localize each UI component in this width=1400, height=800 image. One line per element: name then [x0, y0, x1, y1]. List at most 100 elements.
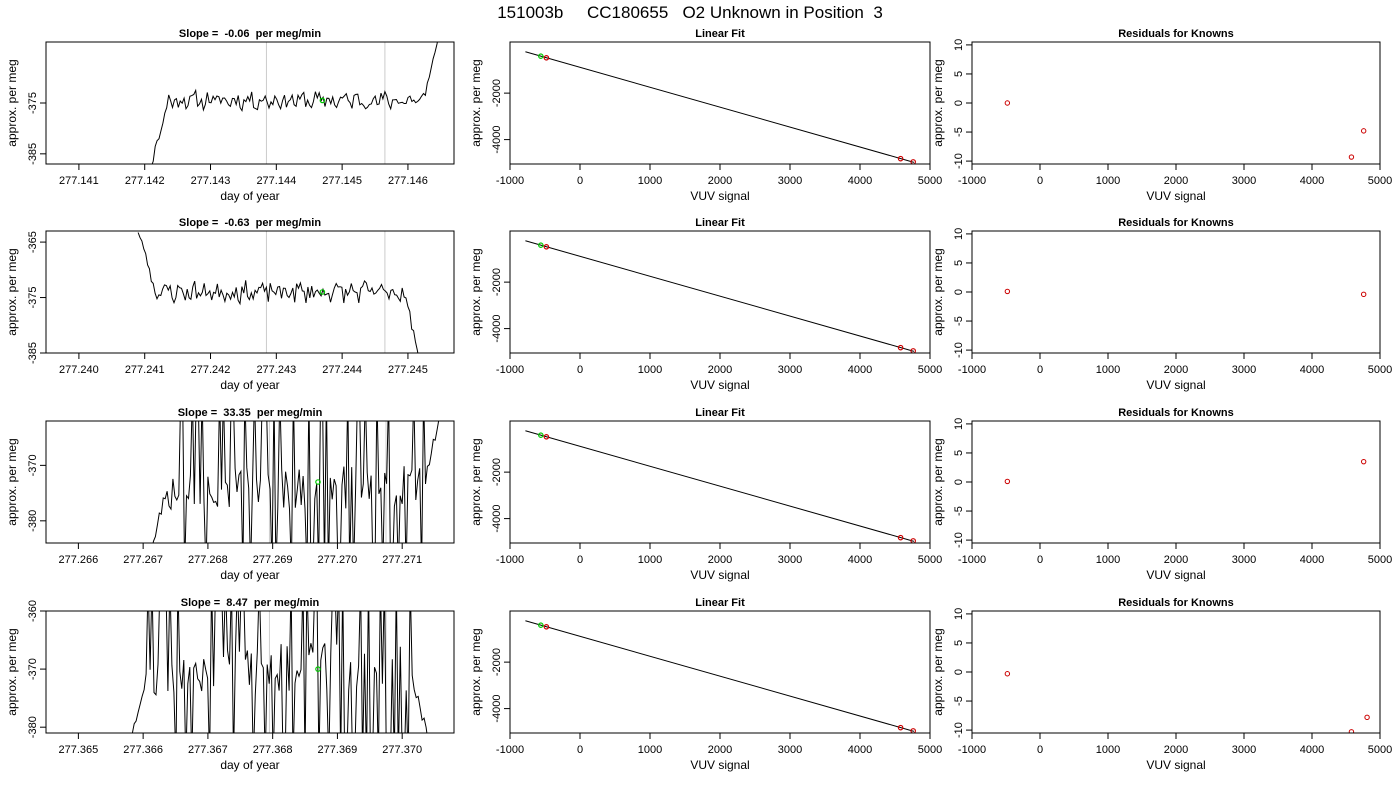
- x-tick-label: 3000: [778, 364, 802, 376]
- y-tick-label: -2000: [491, 268, 503, 296]
- x-tick-label: 5000: [1368, 554, 1392, 566]
- plot-area: [1004, 671, 1370, 733]
- x-tick-label: 277.243: [256, 364, 296, 376]
- x-tick-label: 0: [1037, 175, 1043, 187]
- residual-point: [1348, 154, 1355, 160]
- panel-title: Linear Fit: [695, 407, 745, 419]
- fit-line: [525, 620, 915, 732]
- x-axis-label: VUV signal: [690, 378, 749, 392]
- x-tick-label: 1000: [638, 175, 662, 187]
- plot-area: [152, 421, 440, 543]
- y-axis-label: approx. per meg: [5, 59, 19, 146]
- x-tick-label: 277.145: [322, 175, 362, 187]
- x-tick-label: -1000: [496, 364, 524, 376]
- x-tick-label: 4000: [1300, 175, 1324, 187]
- y-tick-label: -385: [27, 342, 39, 364]
- plot-area: [1004, 458, 1367, 485]
- x-tick-label: 5000: [1368, 364, 1392, 376]
- x-axis-label: VUV signal: [1146, 189, 1205, 203]
- x-axis-label: VUV signal: [1146, 758, 1205, 772]
- y-tick-label: 0: [953, 100, 965, 106]
- residual-point: [1364, 714, 1370, 721]
- panel-resid-2: Residuals for Knowns -1000 0 1000 2000 3000 40…: [931, 217, 1392, 392]
- x-tick-label: -1000: [958, 744, 986, 756]
- y-tick-label: -5: [953, 506, 965, 516]
- panels-group: Slope = -0.06 per meg/min 277.141 277.142 2…: [5, 28, 1392, 772]
- y-tick-label: 5: [953, 640, 965, 646]
- x-tick-label: 1000: [1096, 554, 1120, 566]
- known-point: [897, 724, 904, 731]
- unknown-marker: [315, 479, 321, 485]
- x-tick-label: 1000: [638, 554, 662, 566]
- unknown-point: [537, 432, 544, 438]
- known-point: [910, 538, 916, 543]
- x-tick-label: 277.270: [318, 554, 358, 566]
- x-tick-label: 0: [577, 175, 583, 187]
- x-tick-label: 3000: [778, 554, 802, 566]
- x-tick-label: 2000: [708, 744, 732, 756]
- x-tick-label: 2000: [708, 175, 732, 187]
- y-axis-label: approx. per meg: [5, 628, 19, 715]
- x-tick-label: 5000: [918, 554, 942, 566]
- panel-title: Slope = -0.63 per meg/min: [179, 217, 321, 229]
- y-tick-label: -365: [27, 231, 39, 253]
- panel-title: Linear Fit: [695, 28, 745, 40]
- known-point: [897, 155, 904, 162]
- x-tick-label: 2000: [1164, 175, 1188, 187]
- x-tick-label: -1000: [958, 554, 986, 566]
- y-tick-label: -4000: [491, 126, 503, 154]
- x-tick-label: 0: [577, 744, 583, 756]
- x-tick-label: 4000: [1300, 744, 1324, 756]
- residual-point: [1004, 100, 1011, 106]
- y-tick-label: -380: [27, 510, 39, 532]
- x-tick-label: 5000: [1368, 175, 1392, 187]
- x-tick-label: 4000: [848, 554, 872, 566]
- y-tick-label: 10: [953, 228, 965, 240]
- panel-fit-3: Linear Fit -1000 0 1000 2000 3000 4000 5000 -200…: [469, 407, 942, 582]
- y-tick-label: -375: [27, 92, 39, 114]
- plot-frame: [45, 610, 455, 734]
- y-tick-label: -5: [953, 696, 965, 706]
- y-tick-label: -375: [27, 287, 39, 309]
- x-tick-label: -1000: [958, 364, 986, 376]
- x-tick-label: 277.267: [123, 554, 163, 566]
- x-tick-label: 277.367: [188, 744, 228, 756]
- x-tick-label: 3000: [778, 744, 802, 756]
- panel-fit-1: Linear Fit -1000 0 1000 2000 3000 4000 5000 -200…: [469, 28, 942, 203]
- y-tick-label: -4000: [491, 695, 503, 723]
- plot-frame: [971, 41, 1381, 165]
- panel-fit-2: Linear Fit -1000 0 1000 2000 3000 4000 5000 -200…: [469, 217, 942, 392]
- residual-point: [1360, 291, 1367, 298]
- x-tick-label: 3000: [778, 175, 802, 187]
- figure-title: 151003b CC180655 O2 Unknown in Position …: [497, 3, 883, 22]
- x-tick-label: 3000: [1232, 175, 1256, 187]
- y-tick-label: 5: [953, 450, 965, 456]
- x-tick-label: 2000: [1164, 744, 1188, 756]
- x-tick-label: 0: [1037, 554, 1043, 566]
- y-axis-label: approx. per meg: [5, 248, 19, 335]
- y-axis-label: approx. per meg: [469, 248, 483, 335]
- y-tick-label: -4000: [491, 505, 503, 533]
- panel-title: Residuals for Knowns: [1118, 597, 1234, 609]
- trace-line: [152, 421, 440, 543]
- x-axis-label: VUV signal: [1146, 378, 1205, 392]
- y-axis-label: approx. per meg: [469, 438, 483, 525]
- y-tick-label: -10: [953, 532, 965, 548]
- x-tick-label: 277.366: [123, 744, 163, 756]
- y-tick-label: -5: [953, 316, 965, 326]
- unknown-marker: [319, 289, 326, 295]
- y-tick-label: 0: [953, 479, 965, 485]
- x-tick-label: 4000: [848, 175, 872, 187]
- plot-area: [131, 611, 428, 733]
- fit-line: [525, 51, 915, 163]
- plot-frame: [509, 41, 931, 165]
- plot-frame: [971, 610, 1381, 734]
- x-tick-label: -1000: [496, 175, 524, 187]
- x-tick-label: 277.269: [253, 554, 293, 566]
- x-tick-label: 2000: [708, 364, 732, 376]
- x-tick-label: 277.266: [58, 554, 98, 566]
- plot-frame: [971, 230, 1381, 354]
- panel-title: Residuals for Knowns: [1118, 407, 1234, 419]
- x-tick-label: 277.141: [59, 175, 99, 187]
- y-tick-label: -10: [953, 722, 965, 738]
